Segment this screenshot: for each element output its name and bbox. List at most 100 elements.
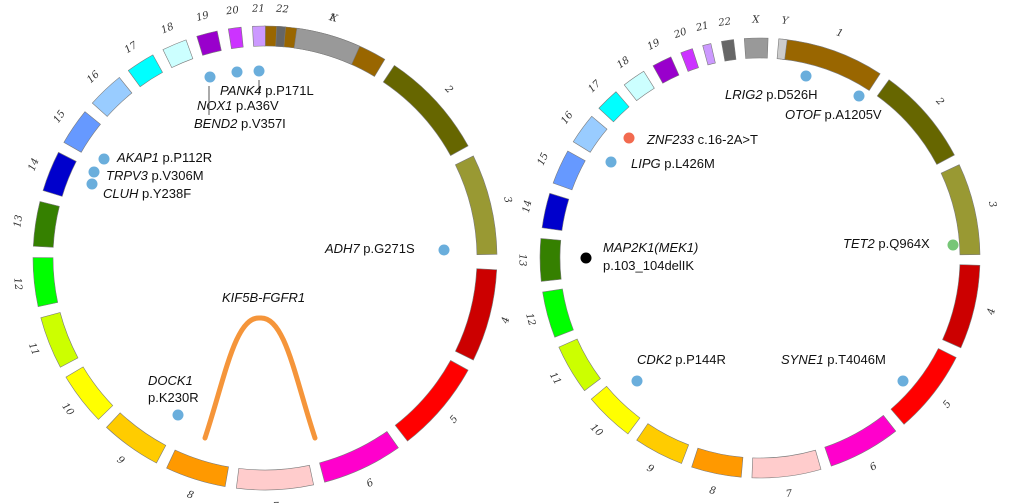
left-mutation-dot-3 <box>204 71 216 83</box>
left-chromosome-segment-7 <box>235 464 314 491</box>
right-chromosome-segment-5 <box>890 348 957 425</box>
right-mutation-label-8: SYNE1 p.T4046M <box>781 352 886 367</box>
right-chromosome-segment-6 <box>824 414 897 467</box>
left-mutation-label-1: PANK4 p.P171L <box>220 83 314 98</box>
gene-name: PANK4 <box>220 83 262 98</box>
left-chromosome-label-10: 10 <box>59 401 76 418</box>
right-chromosome-segment-14 <box>541 192 570 231</box>
right-chromosome-label-Y: Y <box>781 15 790 27</box>
protein-change: p.K230R <box>148 390 199 405</box>
right-chromosome-segment-11 <box>558 338 601 392</box>
left-mutation-label-3: BEND2 p.V357I <box>194 116 286 131</box>
right-chromosome-segment-16 <box>572 115 608 153</box>
right-chromosome-segment-9 <box>636 423 690 464</box>
gene-name: BEND2 <box>194 116 238 131</box>
right-chromosome-label-22: 22 <box>717 16 732 29</box>
left-chromosome-segment-16 <box>91 77 133 117</box>
right-chromosome-label-1: 1 <box>835 27 845 39</box>
fusion-label: KIF5B-FGFR1 <box>222 290 305 305</box>
right-mutation-dot-8 <box>897 375 909 387</box>
right-chromosome-segment-13 <box>539 238 562 282</box>
gene-name: MAP2K1(MEK1) <box>603 240 698 255</box>
right-chromosome-segment-7 <box>751 449 822 479</box>
protein-change: p.V306M <box>148 168 204 183</box>
gene-name: DOCK1 <box>148 373 193 388</box>
right-chromosome-segment-15 <box>552 150 586 191</box>
left-chromosome-label-12: 12 <box>11 277 23 291</box>
left-chromosome-label-13: 13 <box>12 214 25 228</box>
right-chromosome-label-11: 11 <box>547 371 563 388</box>
left-chromosome-segment-6 <box>319 431 399 483</box>
right-chromosome-segment-17 <box>598 91 630 123</box>
protein-change: c.16-2A>T <box>694 132 758 147</box>
left-chromosome-segment-10 <box>65 366 114 420</box>
protein-change: p.V357I <box>237 116 285 131</box>
right-chromosome-label-13: 13 <box>516 254 527 267</box>
protein-change: p.L426M <box>661 156 715 171</box>
right-chromosome-label-2: 2 <box>933 95 946 108</box>
right-chromosome-label-X: X <box>751 14 760 25</box>
left-chromosome-segment-19 <box>196 30 222 56</box>
right-chromosome-segment-4 <box>942 264 981 349</box>
protein-change: p.G271S <box>360 241 415 256</box>
right-chromosome-label-8: 8 <box>708 485 716 497</box>
right-mutation-label-4: LIPG p.L426M <box>631 156 715 171</box>
left-chromosome-label-8: 8 <box>185 489 194 501</box>
right-chromosome-label-19: 19 <box>646 37 663 53</box>
right-mutation-dot-7 <box>631 375 643 387</box>
left-chromosome-segment-11 <box>40 312 79 368</box>
gene-name: CDK2 <box>637 352 672 367</box>
left-mutation-label-8: DOCK1 p.K230R <box>148 373 199 405</box>
right-chromosome-label-18: 18 <box>615 55 632 71</box>
left-mutation-dot-6 <box>86 178 98 190</box>
right-chromosome-segment-8 <box>691 447 744 478</box>
protein-change: p.A36V <box>232 98 279 113</box>
left-chromosome-label-22: 22 <box>275 4 289 16</box>
left-mutation-label-7: ADH7 p.G271S <box>324 241 415 256</box>
right-chromosome-label-5: 5 <box>941 399 954 411</box>
gene-name: LIPG <box>631 156 661 171</box>
left-mutation-dot-1 <box>253 65 265 77</box>
right-chromosome-segment-2 <box>876 79 955 165</box>
left-chromosome-segment-15 <box>63 111 101 153</box>
right-mutation-label-6: TET2 p.Q964X <box>843 236 930 251</box>
right-mutation-dot-6 <box>947 239 959 251</box>
left-mutation-label-6: CLUH p.Y238F <box>103 186 191 201</box>
left-chromosome-segment-9 <box>106 412 167 464</box>
right-chromosome-segment-1 <box>780 38 881 91</box>
gene-name: OTOF <box>785 107 822 122</box>
protein-change: p.D526H <box>763 87 818 102</box>
left-chromosome-label-20: 20 <box>224 5 240 18</box>
left-chromosome-label-1: 1 <box>327 12 336 24</box>
protein-change: p.103_104delIK <box>603 258 694 273</box>
right-chromosome-segment-18 <box>623 70 655 102</box>
left-mutation-dot-2 <box>231 66 243 78</box>
protein-change: p.T4046M <box>824 352 886 367</box>
right-mutation-label-2: OTOF p.A1205V <box>785 107 882 122</box>
left-mutation-dot-8 <box>172 409 184 421</box>
left-mutation-dot-5 <box>88 166 100 178</box>
left-chromosome-label-X: X <box>328 12 340 25</box>
right-chromosome-segment-3 <box>940 164 981 256</box>
right-mutation-dot-5 <box>580 252 592 264</box>
right-chromosome-label-16: 16 <box>559 109 576 126</box>
protein-change: p.P112R <box>159 150 212 165</box>
left-chromosome-segment-18 <box>162 39 194 69</box>
right-mutation-label-1: LRIG2 p.D526H <box>725 87 818 102</box>
protein-change: p.P144R <box>672 352 726 367</box>
left-chromosome-label-2: 2 <box>442 83 455 96</box>
left-chromosome-segment-13 <box>32 201 60 248</box>
right-chromosome-label-9: 9 <box>645 463 656 476</box>
right-chromosome-segment-12 <box>542 288 574 338</box>
left-chromosome-label-18: 18 <box>160 21 176 36</box>
left-chromosome-label-14: 14 <box>27 157 42 173</box>
protein-change: p.P171L <box>262 83 314 98</box>
left-chromosome-label-6: 6 <box>365 477 376 490</box>
right-chromosome-label-14: 14 <box>521 199 534 214</box>
protein-change: p.Y238F <box>138 186 191 201</box>
gene-name: ADH7 <box>324 241 360 256</box>
gene-name: CLUH <box>103 186 139 201</box>
right-mutation-dot-3 <box>623 132 635 144</box>
